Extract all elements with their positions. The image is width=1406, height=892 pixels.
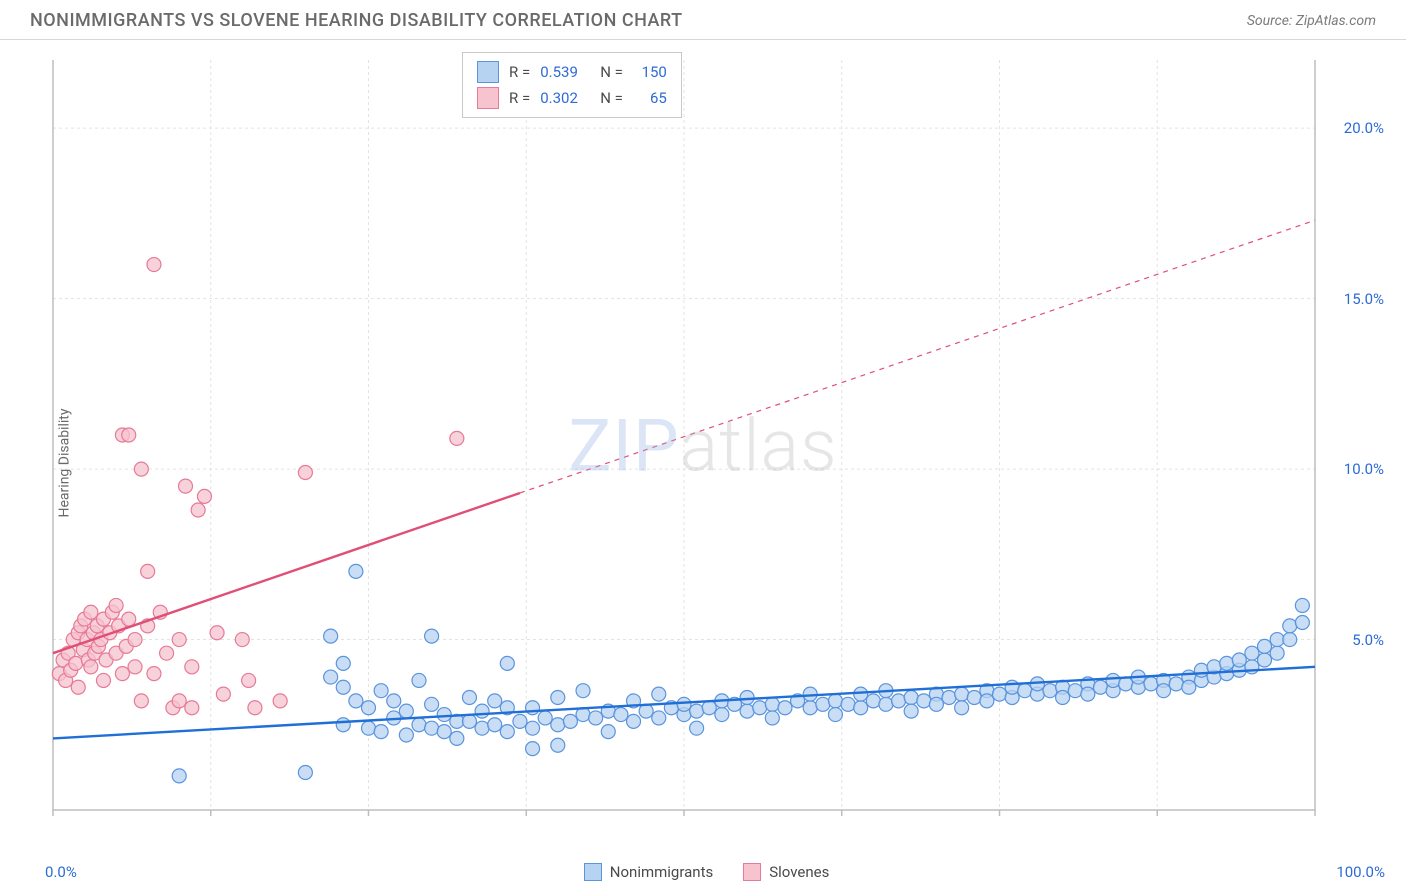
stats-r-label: R =	[509, 89, 530, 107]
x-tick-max: 100.0%	[1336, 863, 1385, 881]
stats-row: R = 0.539 N = 150	[477, 59, 667, 85]
y-tick-label: 5.0%	[1352, 631, 1384, 649]
series-legend: Nonimmigrants Slovenes	[584, 863, 830, 881]
stats-n-value: 65	[633, 89, 667, 107]
stats-n-value: 150	[633, 63, 667, 81]
legend-label: Slovenes	[769, 863, 829, 881]
legend-swatch	[584, 863, 602, 881]
stats-r-value: 0.302	[540, 89, 590, 107]
x-tick-min: 0.0%	[45, 863, 77, 881]
legend-label: Nonimmigrants	[610, 863, 713, 881]
y-tick-label: 15.0%	[1344, 290, 1384, 308]
legend-swatch	[743, 863, 761, 881]
stats-row: R = 0.302 N = 65	[477, 85, 667, 111]
chart-header: NONIMMIGRANTS VS SLOVENE HEARING DISABIL…	[0, 0, 1406, 40]
legend-item: Nonimmigrants	[584, 863, 713, 881]
stats-r-label: R =	[509, 63, 530, 81]
stats-n-label: N =	[600, 63, 623, 81]
chart-title: NONIMMIGRANTS VS SLOVENE HEARING DISABIL…	[30, 10, 683, 31]
y-tick-label: 10.0%	[1344, 460, 1384, 478]
y-tick-label: 20.0%	[1344, 119, 1384, 137]
stats-n-label: N =	[600, 89, 623, 107]
stats-r-value: 0.539	[540, 63, 590, 81]
source-attribution: Source: ZipAtlas.com	[1247, 13, 1376, 29]
legend-swatch	[477, 61, 499, 83]
legend-swatch	[477, 87, 499, 109]
chart-area: Hearing Disability ZIPatlas R =0.539N =1…	[0, 40, 1406, 886]
x-axis-row: 0.0% Nonimmigrants Slovenes 100.0%	[45, 863, 1385, 881]
legend-item: Slovenes	[743, 863, 829, 881]
scatter-chart	[45, 50, 1385, 840]
correlation-stats-legend: R = 0.539 N = 150 R = 0.302 N = 65	[462, 52, 682, 118]
